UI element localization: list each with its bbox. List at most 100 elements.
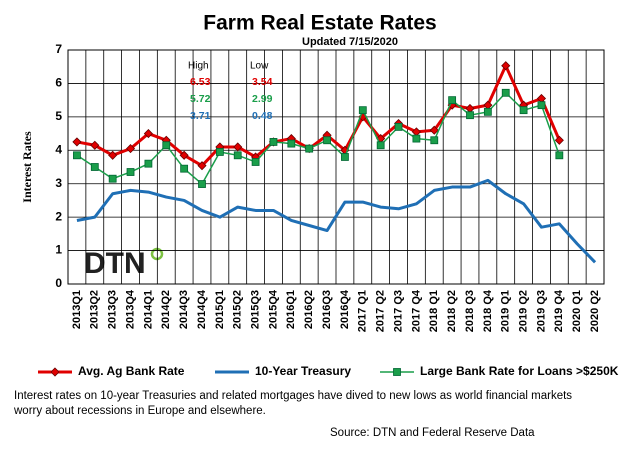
x-tick-label: 2017 Q4 xyxy=(410,289,422,332)
x-tick-label: 2016Q3 xyxy=(321,290,333,329)
point-marker xyxy=(448,96,457,105)
legend-label: Avg. Ag Bank Rate xyxy=(78,364,185,378)
x-tick-label: 2013Q4 xyxy=(124,289,136,329)
x-tick-label: 2016Q2 xyxy=(303,290,315,329)
x-tick-label: 2020 Q2 xyxy=(589,290,601,332)
x-tick-label: 2015Q1 xyxy=(214,290,226,329)
point-marker xyxy=(287,139,296,148)
x-tick-label: 2014Q1 xyxy=(142,290,154,329)
x-tick-label: 2016Q1 xyxy=(285,290,297,329)
point-marker xyxy=(72,137,82,147)
stats-value: 6.53 xyxy=(190,76,211,88)
y-tick-label: 7 xyxy=(55,42,62,56)
point-marker xyxy=(143,129,153,139)
point-marker xyxy=(215,148,224,156)
point-marker xyxy=(501,61,511,71)
note-line: worry about recessions in Europe and els… xyxy=(13,405,266,417)
stats-header: High xyxy=(188,61,209,72)
point-marker xyxy=(341,153,349,161)
y-tick-label: 2 xyxy=(55,209,62,223)
point-marker xyxy=(90,163,99,171)
point-marker xyxy=(430,136,439,145)
point-marker xyxy=(197,161,207,171)
x-tick-label: 2017 Q3 xyxy=(392,290,404,332)
x-tick-label: 2018 Q4 xyxy=(482,289,494,332)
point-marker xyxy=(305,144,314,153)
y-tick-label: 4 xyxy=(55,142,62,156)
x-tick-label: 2013Q1 xyxy=(71,290,83,329)
chart-subtitle: Updated 7/15/2020 xyxy=(302,36,398,48)
x-tick-label: 2015Q3 xyxy=(250,290,262,329)
stats-value: 0.48 xyxy=(252,110,273,122)
series-line xyxy=(76,64,561,168)
point-marker xyxy=(144,159,153,168)
point-marker xyxy=(376,141,385,150)
x-tick-label: 2015Q2 xyxy=(232,290,244,329)
point-marker xyxy=(412,134,421,143)
point-marker xyxy=(198,180,206,188)
point-marker xyxy=(179,150,189,160)
point-marker xyxy=(483,107,492,116)
source: Source: DTN and Federal Reserve Data xyxy=(330,427,535,439)
x-tick-label: 2015Q4 xyxy=(267,289,279,329)
stats-value: 3.71 xyxy=(190,110,211,122)
series-line xyxy=(76,178,597,264)
y-tick-label: 3 xyxy=(55,176,62,190)
point-marker xyxy=(537,101,546,110)
y-tick-label: 5 xyxy=(55,109,62,123)
legend-label: 10-Year Treasury xyxy=(255,364,351,378)
point-marker xyxy=(555,151,564,160)
point-marker xyxy=(180,164,189,173)
x-tick-label: 2018 Q3 xyxy=(464,290,476,332)
x-tick-label: 2019 Q2 xyxy=(518,290,530,332)
point-marker xyxy=(554,135,564,145)
point-marker xyxy=(323,136,331,145)
x-tick-label: 2013Q2 xyxy=(89,290,101,329)
y-tick-label: 0 xyxy=(55,276,62,290)
point-marker xyxy=(358,106,367,115)
legend-marker xyxy=(393,368,401,376)
logo: DTN xyxy=(84,247,146,280)
point-marker xyxy=(73,151,81,160)
point-marker xyxy=(394,122,403,131)
point-marker xyxy=(501,88,510,97)
point-marker xyxy=(162,141,171,150)
y-tick-label: 6 xyxy=(55,76,62,90)
point-marker xyxy=(466,111,474,120)
x-tick-label: 2020 Q1 xyxy=(571,290,583,332)
point-marker xyxy=(108,174,117,183)
point-marker xyxy=(519,106,528,115)
series-line xyxy=(76,92,561,185)
note-line: Interest rates on 10-year Treasuries and… xyxy=(14,390,572,402)
x-tick-label: 2018 Q1 xyxy=(428,290,440,332)
point-marker xyxy=(233,151,242,160)
x-tick-label: 2017 Q1 xyxy=(357,290,369,332)
y-axis-label: Interest Rates xyxy=(20,131,34,203)
x-tick-label: 2014Q4 xyxy=(196,289,208,329)
point-marker xyxy=(126,168,135,176)
x-tick-label: 2019 Q3 xyxy=(535,290,547,332)
legend-label: Large Bank Rate for Loans >$250K xyxy=(420,364,619,378)
x-tick-label: 2019 Q4 xyxy=(553,289,565,332)
point-marker xyxy=(251,158,260,166)
stats-value: 5.72 xyxy=(190,93,211,105)
x-tick-label: 2014Q2 xyxy=(160,290,172,329)
point-marker xyxy=(233,142,243,152)
x-tick-label: 2019 Q1 xyxy=(500,290,512,332)
chart-title: Farm Real Estate Rates xyxy=(203,12,436,35)
stats-value: 3.54 xyxy=(252,76,273,88)
point-marker xyxy=(108,150,118,160)
x-tick-label: 2016Q4 xyxy=(339,289,351,329)
x-tick-label: 2017 Q2 xyxy=(375,290,387,332)
stats-value: 2.99 xyxy=(252,93,273,105)
point-marker xyxy=(90,140,100,150)
x-tick-label: 2014Q3 xyxy=(178,290,190,329)
point-marker xyxy=(269,138,278,146)
point-marker xyxy=(429,125,439,135)
legend-marker xyxy=(50,367,60,377)
y-tick-label: 1 xyxy=(55,243,62,257)
x-tick-label: 2013Q3 xyxy=(107,290,119,329)
stats-header: Low xyxy=(250,61,269,72)
x-tick-label: 2018 Q2 xyxy=(446,290,458,332)
